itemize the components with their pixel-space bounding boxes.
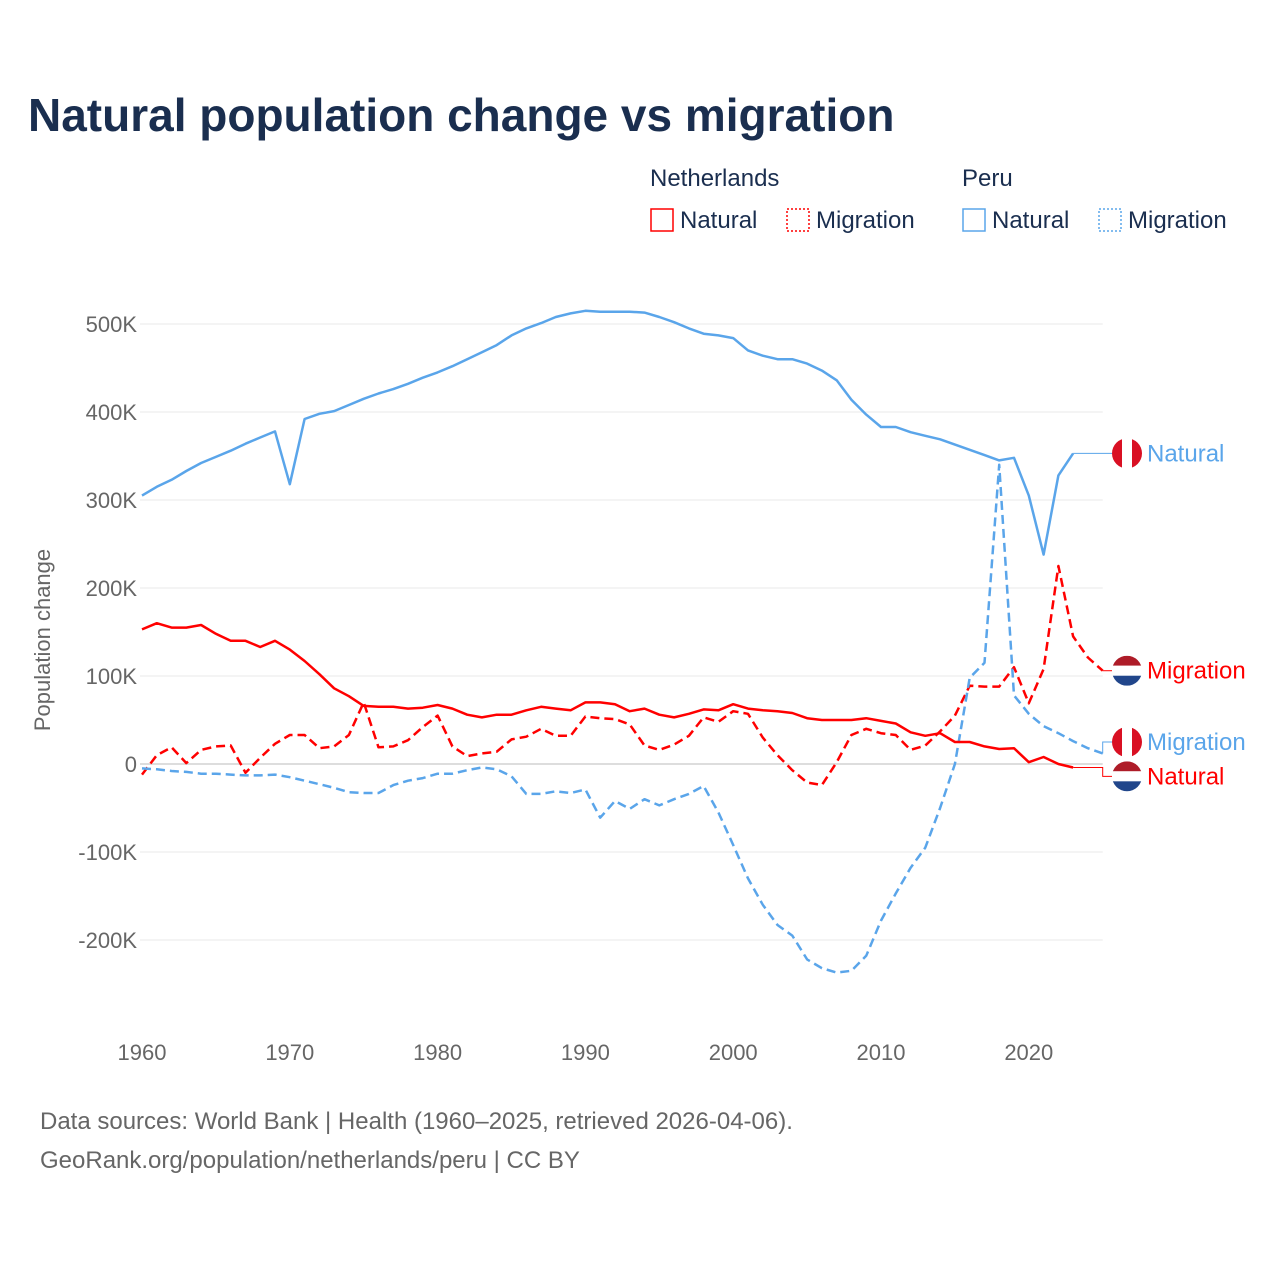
peru-flag-icon <box>1112 438 1142 469</box>
flag-red-right <box>1132 438 1142 469</box>
source-url: GeoRank.org/population/netherlands/peru … <box>40 1147 580 1174</box>
legend-item-natural: Natural <box>680 207 757 234</box>
flag-red <box>1112 655 1142 666</box>
flag-blue <box>1112 781 1142 792</box>
legend-swatch <box>650 208 674 232</box>
peru-migration-line <box>141 463 1104 974</box>
y-tick-label: 400K <box>86 400 138 425</box>
x-tick-label: 1990 <box>561 1040 610 1065</box>
x-tick-label: 1980 <box>413 1040 462 1065</box>
y-tick-label: 500K <box>86 312 138 337</box>
legend-swatch <box>786 208 810 232</box>
y-tick-label: 200K <box>86 576 138 601</box>
flag-red-right <box>1132 727 1142 757</box>
legend-item-migration: Migration <box>1128 207 1227 234</box>
x-tick-label: 1960 <box>118 1040 167 1065</box>
netherlands-migration-line <box>141 564 1104 787</box>
legend-group-netherlands: Netherlands <box>650 165 779 192</box>
label-connector <box>1073 767 1112 777</box>
legend-item-migration: Migration <box>816 207 915 234</box>
end-label: Migration <box>1147 658 1246 685</box>
netherlands-flag-icon <box>1112 655 1142 686</box>
legend-swatch <box>962 208 986 232</box>
label-connector <box>1102 741 1112 754</box>
flag-blue <box>1112 675 1142 686</box>
source-note: Data sources: World Bank | Health (1960–… <box>40 1108 793 1135</box>
y-tick-label: -200K <box>78 928 137 953</box>
peru-natural-line <box>141 309 1075 556</box>
legend-item-natural: Natural <box>992 207 1069 234</box>
flag-white <box>1112 665 1142 676</box>
legend-swatch <box>1098 208 1122 232</box>
netherlands-flag-icon <box>1112 761 1142 792</box>
y-tick-label: 0 <box>125 752 137 777</box>
y-tick-label: 300K <box>86 488 138 513</box>
flag-white <box>1112 771 1142 782</box>
end-label: Natural <box>1147 440 1224 467</box>
netherlands-natural-line <box>141 621 1074 769</box>
flag-red-left <box>1112 727 1122 757</box>
y-tick-label: 100K <box>86 664 138 689</box>
x-tick-label: 1970 <box>265 1040 314 1065</box>
end-label: Natural <box>1147 763 1224 790</box>
legend-group-peru: Peru <box>962 165 1013 192</box>
end-label: Migration <box>1147 729 1246 756</box>
y-axis-label: Population change <box>30 549 55 731</box>
x-tick-label: 2000 <box>709 1040 758 1065</box>
flag-red <box>1112 761 1142 772</box>
flag-red-left <box>1112 438 1122 469</box>
x-tick-label: 2010 <box>857 1040 906 1065</box>
y-tick-label: -100K <box>78 840 137 865</box>
x-tick-label: 2020 <box>1004 1040 1053 1065</box>
chart-title: Natural population change vs migration <box>28 89 895 141</box>
peru-flag-icon <box>1112 727 1142 757</box>
